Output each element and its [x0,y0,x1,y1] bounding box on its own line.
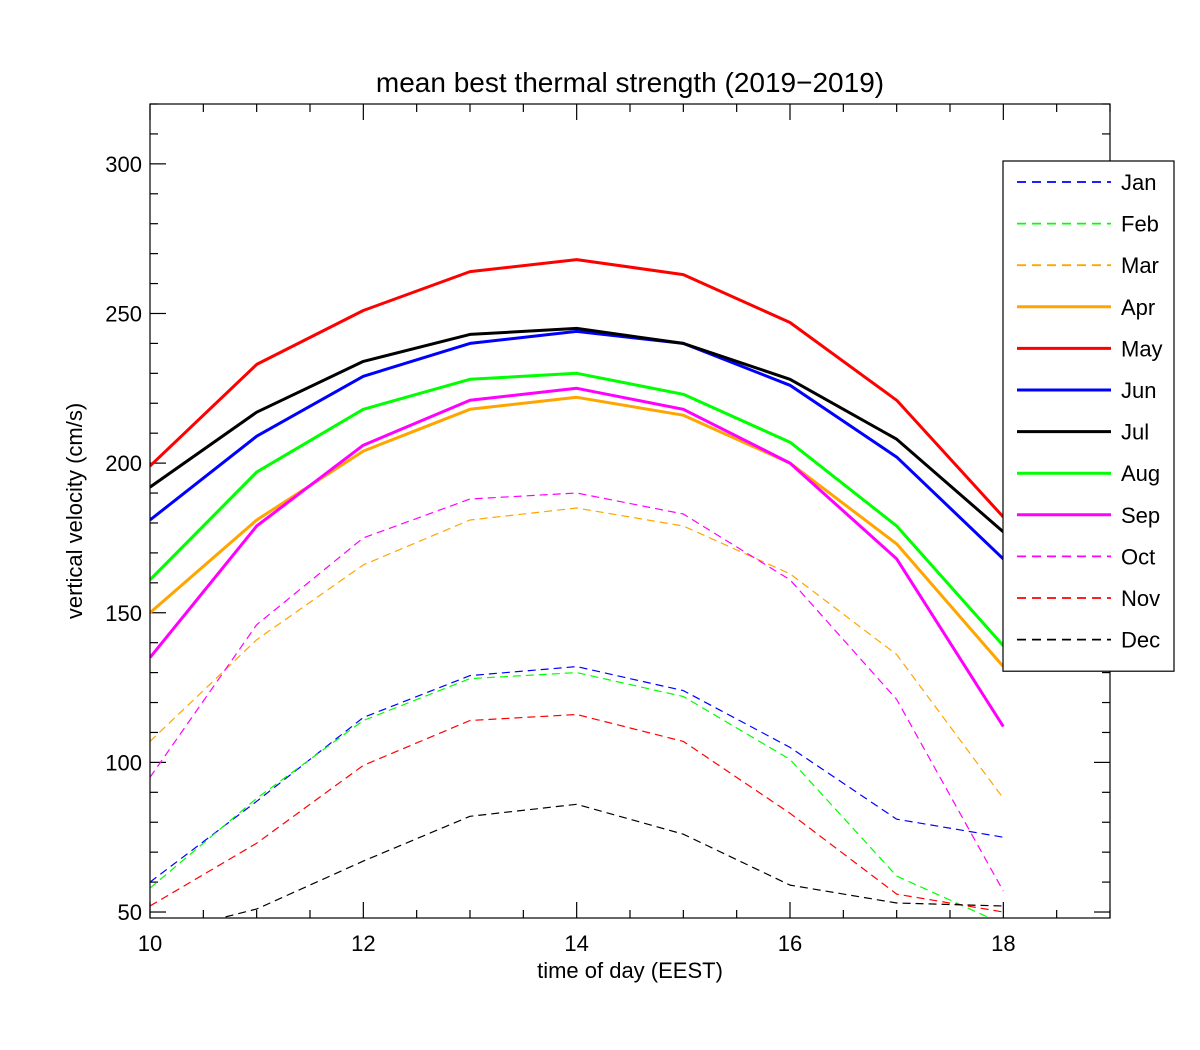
legend-label-dec: Dec [1121,628,1160,653]
series-line-mar [150,507,1004,799]
series-line-apr [150,395,1005,668]
legend-label-may: May [1121,336,1163,361]
series-line-jul [150,326,1005,534]
series-line-dec [218,803,1004,918]
series-line-nov [150,713,1004,913]
x-axis-ticks: 10 12 14 16 18 [138,104,1111,956]
legend-box [1002,160,1175,672]
series-lines [150,258,1005,918]
chart-title: mean best thermal strength (2019−2019) [376,67,884,98]
y-tick-label: 300 [105,152,142,177]
legend-label-feb: Feb [1121,212,1159,237]
y-tick-label: 250 [105,301,142,326]
legend: Jan Feb Mar Apr May Jun Jul Aug Sep Oct Nov Dec [1002,160,1175,672]
series-line-oct [150,492,1004,892]
series-line-sep [150,386,1005,728]
legend-label-sep: Sep [1121,503,1160,528]
legend-label-jun: Jun [1121,378,1156,403]
series-line-jan [150,665,1004,883]
x-tick-label: 18 [991,931,1015,956]
x-tick-label: 10 [138,931,162,956]
plot-frame [149,103,1111,919]
series-line-aug [150,371,1005,647]
legend-label-jul: Jul [1121,420,1149,445]
legend-label-aug: Aug [1121,461,1160,486]
legend-label-nov: Nov [1121,586,1160,611]
legend-label-mar: Mar [1121,253,1159,278]
x-axis-label: time of day (EEST) [537,958,723,983]
legend-label-oct: Oct [1121,544,1155,569]
y-axis-ticks: 50 100 150 200 250 300 [105,103,1110,925]
x-tick-label: 16 [778,931,802,956]
y-tick-label: 100 [105,750,142,775]
legend-label-apr: Apr [1121,295,1155,320]
legend-label-jan: Jan [1121,170,1156,195]
x-tick-label: 12 [351,931,375,956]
y-tick-label: 200 [105,451,142,476]
x-tick-label: 14 [564,931,588,956]
series-line-may [150,258,1005,519]
series-line-feb [150,671,992,918]
y-tick-label: 150 [105,601,142,626]
y-tick-label: 50 [118,900,142,925]
y-axis-label: vertical velocity (cm/s) [62,403,87,619]
series-line-jun [150,329,1005,560]
